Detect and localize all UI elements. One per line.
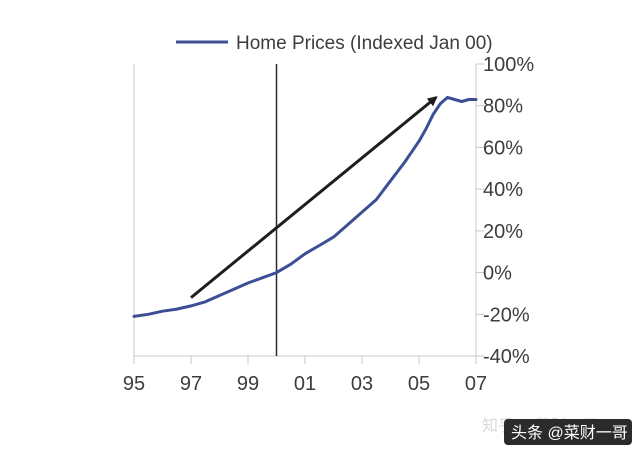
y-tick-label: 40%: [483, 179, 523, 201]
x-tick-label: 95: [123, 373, 145, 395]
x-tick-label: 03: [351, 373, 373, 395]
x-tick-label: 97: [180, 373, 202, 395]
watermark: 知乎 @菜财一哥 头条 @菜财一哥: [482, 417, 632, 445]
y-tick-label: 0%: [483, 263, 512, 285]
series-line-home-prices: [132, 95, 478, 318]
x-axis: 95 97 99 01 03 05 07: [123, 356, 487, 395]
legend-label: Home Prices (Indexed Jan 00): [236, 33, 493, 54]
watermark-badge-text: 头条 @菜财一哥: [511, 424, 628, 442]
x-tick-label: 07: [465, 373, 487, 395]
y-tick-label: 60%: [483, 137, 523, 159]
annotation-layer: [190, 96, 438, 299]
y-tick-label: 80%: [483, 96, 523, 118]
x-tick-label: 99: [237, 373, 259, 395]
x-tick-label: 05: [408, 373, 430, 395]
y-tick-label: 20%: [483, 221, 523, 243]
y-tick-label: -40%: [483, 346, 530, 368]
x-tick-label: 01: [294, 373, 316, 395]
legend: Home Prices (Indexed Jan 00): [176, 33, 493, 54]
trend-arrow: [190, 96, 438, 299]
y-tick-label: -20%: [483, 304, 530, 326]
watermark-badge-bg: [504, 419, 632, 445]
y-tick-label: 100%: [483, 54, 534, 76]
series-layer: [132, 95, 478, 318]
y-axis: -40% -20% 0% 20% 40% 60% 80% 100%: [476, 54, 534, 368]
